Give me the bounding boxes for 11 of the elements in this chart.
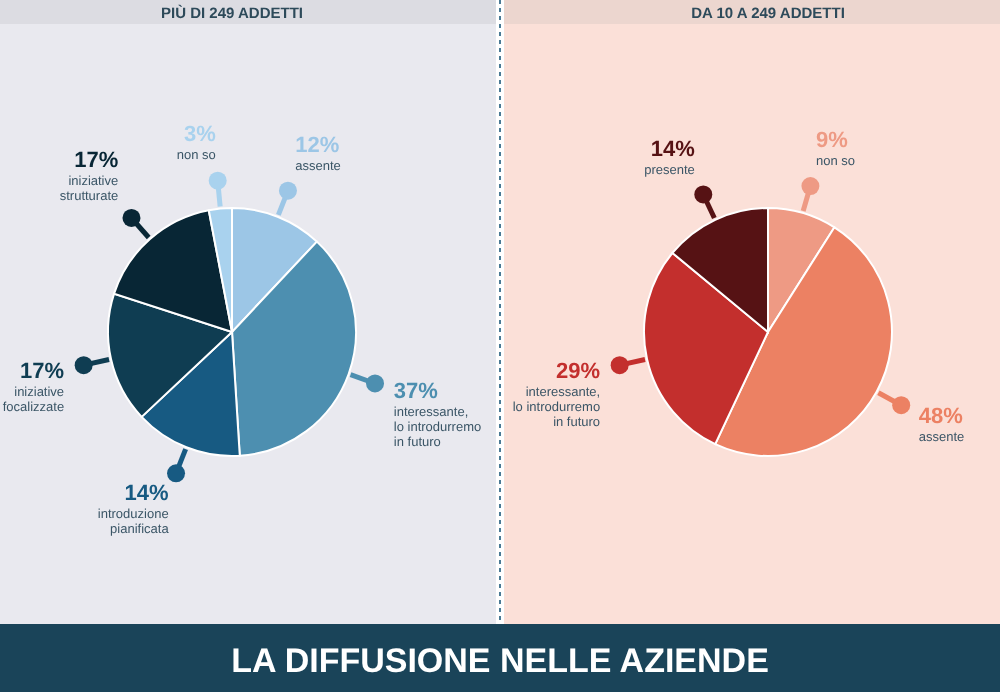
- data-label: 17%: [20, 359, 65, 384]
- data-label: 29%: [556, 359, 601, 384]
- data-label: 3%: [184, 122, 217, 147]
- text: LA DIFFUSIONE NELLE AZIENDE: [231, 642, 769, 680]
- data-label: 37%: [393, 380, 439, 405]
- data-label: 14%: [650, 138, 696, 163]
- data-label: 17%: [74, 148, 119, 173]
- data-label: 9%: [815, 128, 849, 153]
- data-label: 48%: [918, 404, 964, 429]
- data-label: 14%: [124, 481, 170, 506]
- data-label: 12%: [295, 134, 340, 159]
